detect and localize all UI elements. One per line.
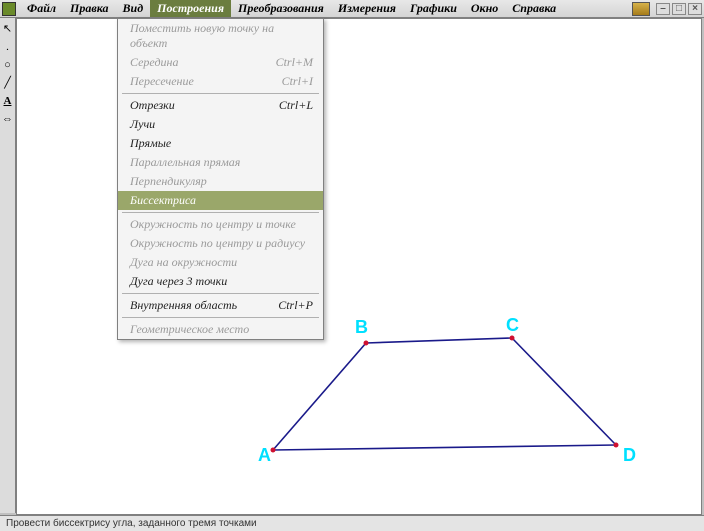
menu-item: Дуга на окружности <box>118 253 323 272</box>
menu-item[interactable]: Дуга через 3 точки <box>118 272 323 291</box>
menu-item-label: Биссектриса <box>130 193 196 208</box>
menu-графики[interactable]: Графики <box>403 0 464 17</box>
tool-0[interactable]: ↖ <box>1 22 15 36</box>
close-button[interactable]: × <box>688 3 702 15</box>
menu-item-label: Внутренняя область <box>130 298 237 313</box>
menu-item[interactable]: Внутренняя область Ctrl+P <box>118 296 323 315</box>
menu-item: Окружность по центру и радиусу <box>118 234 323 253</box>
menu-файл[interactable]: Файл <box>20 0 63 17</box>
label-A[interactable]: A <box>258 445 271 465</box>
point-D[interactable] <box>614 443 619 448</box>
toolbar: ↖. ○ ╱ A ⇔ <box>0 18 16 513</box>
menu-item[interactable]: Прямые <box>118 134 323 153</box>
menu-item[interactable]: Отрезки Ctrl+L <box>118 96 323 115</box>
decor-icon <box>632 2 650 16</box>
menu-item-shortcut: Ctrl+L <box>279 98 313 113</box>
menu-построения[interactable]: Построения <box>150 0 231 17</box>
menu-item-label: Перпендикуляр <box>130 174 207 189</box>
menu-item-shortcut: Ctrl+I <box>282 74 313 89</box>
menu-item-label: Середина <box>130 55 178 70</box>
tool-5[interactable]: ⇔ <box>1 112 15 126</box>
menu-item[interactable]: Лучи <box>118 115 323 134</box>
menu-item: Перпендикуляр <box>118 172 323 191</box>
statusbar: Провести биссектрису угла, заданного тре… <box>0 515 704 531</box>
menu-item-label: Дуга через 3 точки <box>130 274 227 289</box>
menu-item-label: Отрезки <box>130 98 175 113</box>
menu-item-label: Поместить новую точку на объект <box>130 21 313 51</box>
menu-separator <box>122 93 319 94</box>
window-controls: – □ × <box>632 2 704 16</box>
menu-item-label: Лучи <box>130 117 155 132</box>
label-C[interactable]: C <box>506 315 519 335</box>
minimize-button[interactable]: – <box>656 3 670 15</box>
menu-item-label: Параллельная прямая <box>130 155 240 170</box>
tool-3[interactable]: ╱ <box>1 76 15 90</box>
app-icon <box>2 2 16 16</box>
tool-1[interactable]: . <box>1 40 15 54</box>
menu-separator <box>122 212 319 213</box>
edge-BC[interactable] <box>366 338 512 343</box>
menu-вид[interactable]: Вид <box>116 0 151 17</box>
menu-преобразования[interactable]: Преобразования <box>231 0 331 17</box>
menu-измерения[interactable]: Измерения <box>331 0 403 17</box>
menu-item: Параллельная прямая <box>118 153 323 172</box>
menu-окно[interactable]: Окно <box>464 0 505 17</box>
edge-CD[interactable] <box>512 338 616 445</box>
menu-item-label: Окружность по центру и точке <box>130 217 296 232</box>
label-D[interactable]: D <box>623 445 636 465</box>
menu-item[interactable]: Биссектриса <box>118 191 323 210</box>
menu-item: Геометрическое место <box>118 320 323 339</box>
dropdown-constructions: Поместить новую точку на объект Середина C… <box>117 18 324 340</box>
menu-item-label: Пересечение <box>130 74 194 89</box>
menu-item: Середина Ctrl+M <box>118 53 323 72</box>
menu-item-shortcut: Ctrl+M <box>276 55 313 70</box>
menu-item-shortcut: Ctrl+P <box>278 298 313 313</box>
point-C[interactable] <box>510 336 515 341</box>
point-A[interactable] <box>271 448 276 453</box>
menu-item-label: Дуга на окружности <box>130 255 237 270</box>
menu-item-label: Геометрическое место <box>130 322 249 337</box>
maximize-button[interactable]: □ <box>672 3 686 15</box>
status-text: Провести биссектрису угла, заданного тре… <box>6 518 257 529</box>
menu-item: Поместить новую точку на объект <box>118 19 323 53</box>
point-B[interactable] <box>364 341 369 346</box>
label-B[interactable]: B <box>355 317 368 337</box>
menu-separator <box>122 293 319 294</box>
menu-item-label: Окружность по центру и радиусу <box>130 236 305 251</box>
tool-4[interactable]: A <box>1 94 15 108</box>
menu-item: Окружность по центру и точке <box>118 215 323 234</box>
menu-правка[interactable]: Правка <box>63 0 115 17</box>
edge-DA[interactable] <box>273 445 616 450</box>
menu-item: Пересечение Ctrl+I <box>118 72 323 91</box>
menu-item-label: Прямые <box>130 136 171 151</box>
tool-2[interactable]: ○ <box>1 58 15 72</box>
menubar: ФайлПравкаВидПостроенияПреобразованияИзм… <box>0 0 704 18</box>
edge-AB[interactable] <box>273 343 366 450</box>
menu-separator <box>122 317 319 318</box>
menu-справка[interactable]: Справка <box>505 0 563 17</box>
